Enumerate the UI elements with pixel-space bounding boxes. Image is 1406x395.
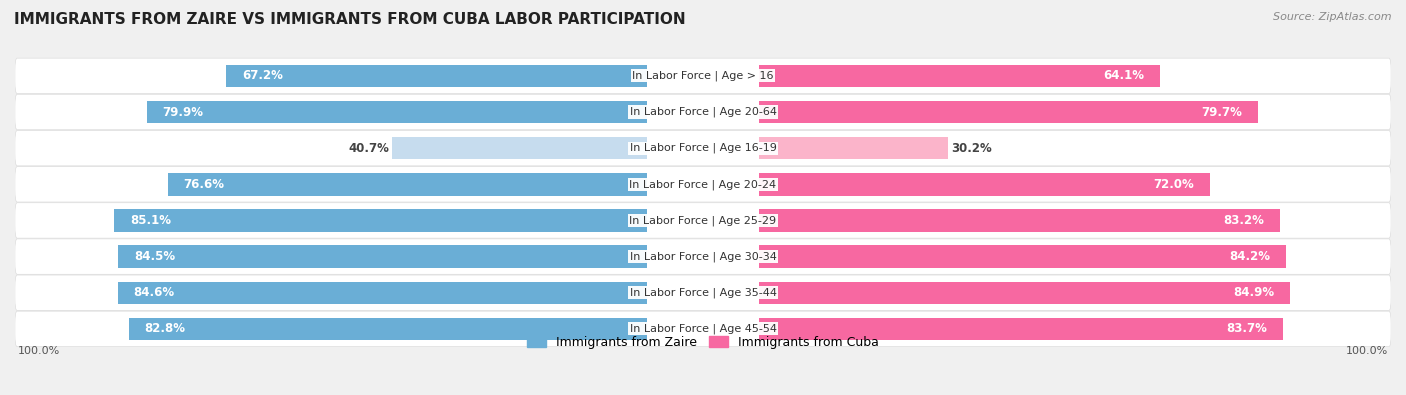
Text: In Labor Force | Age 16-19: In Labor Force | Age 16-19 (630, 143, 776, 153)
Bar (129, 318, 647, 340)
Text: 85.1%: 85.1% (131, 214, 172, 227)
Bar (759, 173, 1209, 196)
Text: IMMIGRANTS FROM ZAIRE VS IMMIGRANTS FROM CUBA LABOR PARTICIPATION: IMMIGRANTS FROM ZAIRE VS IMMIGRANTS FROM… (14, 12, 686, 27)
FancyBboxPatch shape (15, 275, 1391, 310)
Bar (167, 173, 647, 196)
FancyBboxPatch shape (15, 311, 1391, 346)
FancyBboxPatch shape (15, 203, 1391, 238)
Bar (114, 209, 647, 231)
Bar (759, 65, 1160, 87)
Text: 40.7%: 40.7% (349, 142, 389, 155)
Bar (759, 137, 948, 159)
Text: 83.2%: 83.2% (1223, 214, 1264, 227)
Legend: Immigrants from Zaire, Immigrants from Cuba: Immigrants from Zaire, Immigrants from C… (522, 331, 884, 354)
Text: In Labor Force | Age 25-29: In Labor Force | Age 25-29 (630, 215, 776, 226)
Text: 84.5%: 84.5% (134, 250, 174, 263)
Text: 100.0%: 100.0% (18, 346, 60, 356)
Text: 100.0%: 100.0% (1346, 346, 1388, 356)
Text: 30.2%: 30.2% (952, 142, 993, 155)
Text: In Labor Force | Age 45-54: In Labor Force | Age 45-54 (630, 324, 776, 334)
Text: 82.8%: 82.8% (145, 322, 186, 335)
Text: 79.9%: 79.9% (163, 105, 204, 118)
Bar (759, 209, 1279, 231)
Text: 72.0%: 72.0% (1153, 178, 1194, 191)
Text: 84.9%: 84.9% (1233, 286, 1275, 299)
Text: In Labor Force | Age 20-24: In Labor Force | Age 20-24 (630, 179, 776, 190)
FancyBboxPatch shape (15, 130, 1391, 166)
Text: 76.6%: 76.6% (183, 178, 224, 191)
Text: Source: ZipAtlas.com: Source: ZipAtlas.com (1274, 12, 1392, 22)
Text: In Labor Force | Age 30-34: In Labor Force | Age 30-34 (630, 251, 776, 262)
FancyBboxPatch shape (15, 58, 1391, 94)
Text: 84.6%: 84.6% (134, 286, 174, 299)
Bar (148, 101, 647, 123)
Text: 84.2%: 84.2% (1229, 250, 1270, 263)
Bar (118, 245, 647, 268)
Text: In Labor Force | Age > 16: In Labor Force | Age > 16 (633, 71, 773, 81)
Text: 79.7%: 79.7% (1201, 105, 1241, 118)
Bar (759, 318, 1282, 340)
Bar (226, 65, 647, 87)
FancyBboxPatch shape (15, 94, 1391, 130)
FancyBboxPatch shape (15, 167, 1391, 202)
Text: 64.1%: 64.1% (1104, 70, 1144, 82)
Text: In Labor Force | Age 35-44: In Labor Force | Age 35-44 (630, 288, 776, 298)
Text: 83.7%: 83.7% (1226, 322, 1267, 335)
Bar (759, 282, 1291, 304)
Bar (759, 101, 1258, 123)
Bar (392, 137, 647, 159)
FancyBboxPatch shape (15, 239, 1391, 274)
Text: 67.2%: 67.2% (242, 70, 283, 82)
Bar (759, 245, 1286, 268)
Text: In Labor Force | Age 20-64: In Labor Force | Age 20-64 (630, 107, 776, 117)
Bar (118, 282, 647, 304)
